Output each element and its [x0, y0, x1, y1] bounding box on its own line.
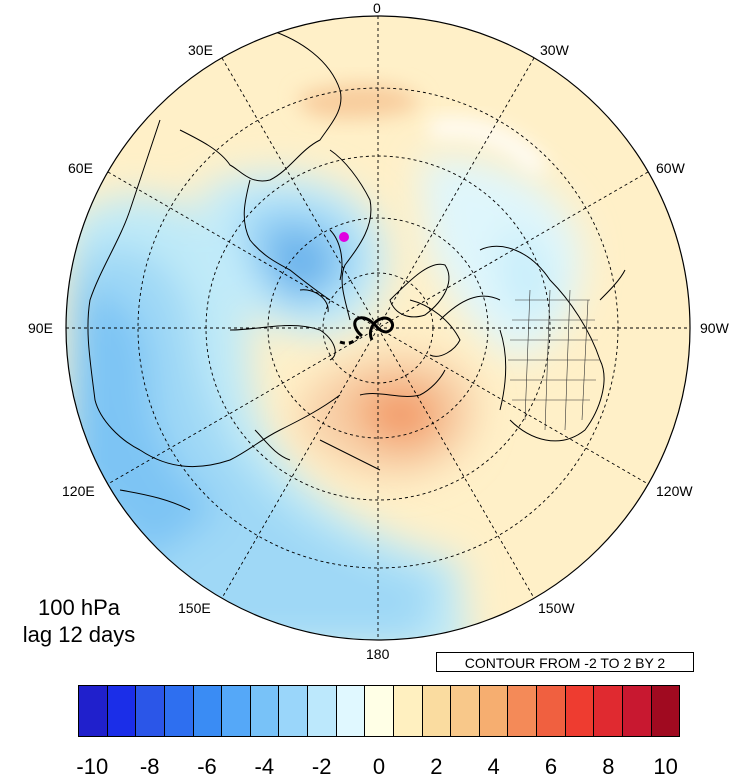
- colorbar-tick-label: 4: [487, 754, 500, 779]
- colorbar-cell: [107, 686, 137, 736]
- lon-label-30w: 30W: [540, 42, 569, 58]
- lon-label-0: 0: [373, 0, 381, 16]
- colorbar: [78, 685, 680, 737]
- colorbar-cell: [537, 686, 566, 736]
- anomaly-field: [66, 16, 690, 640]
- colorbar-cell: [594, 686, 623, 736]
- colorbar-cell: [622, 686, 652, 736]
- zero-contour: [339, 316, 394, 345]
- colorbar-tick-label: 10: [653, 754, 678, 779]
- colorbar-tick-label: -6: [197, 754, 217, 779]
- us-state-borders: [508, 289, 600, 431]
- colorbar-tick-label: -2: [311, 754, 332, 779]
- colorbar-cell: [250, 686, 280, 736]
- magenta-marker: [339, 232, 349, 242]
- colorbar-tick-label: -10: [76, 754, 109, 779]
- colorbar-cell: [651, 686, 680, 736]
- globe-outline: [65, 15, 691, 641]
- colorbar-tick-label: -8: [139, 754, 160, 779]
- polar-map: [65, 15, 691, 641]
- colorbar-cell: [422, 686, 452, 736]
- colorbar-cell: [193, 686, 223, 736]
- colorbar-cell: [451, 686, 480, 736]
- plot-caption: 100 hPa lag 12 days: [4, 594, 154, 648]
- lon-label-60e: 60E: [68, 160, 93, 176]
- colorbar-tick-label: 6: [544, 754, 558, 779]
- contour-info-box: CONTOUR FROM -2 TO 2 BY 2: [436, 652, 694, 672]
- colorbar-cell: [393, 686, 423, 736]
- colorbar-tick-label: 8: [602, 754, 615, 779]
- colorbar-cell: [336, 686, 366, 736]
- colorbar-cell: [565, 686, 595, 736]
- lon-label-150w: 150W: [538, 600, 575, 616]
- level-label: 100 hPa: [38, 595, 120, 620]
- lon-label-120e: 120E: [62, 483, 95, 499]
- colorbar-cell: [136, 686, 165, 736]
- colorbar-cell: [79, 686, 108, 736]
- lag-label: lag 12 days: [22, 622, 136, 647]
- lon-label-150e: 150E: [178, 600, 211, 616]
- lon-label-90e: 90E: [28, 320, 53, 336]
- colorbar-cell: [222, 686, 251, 736]
- colorbar-tick-label: 2: [430, 754, 443, 779]
- colorbar-cell: [164, 686, 194, 736]
- lon-label-180: 180: [366, 646, 390, 662]
- colorbar-tick-label: -4: [254, 754, 275, 779]
- lat-lon-grid: [66, 16, 690, 640]
- colorbar-cell: [279, 686, 308, 736]
- lon-label-90w: 90W: [700, 320, 729, 336]
- lon-label-60w: 60W: [656, 160, 685, 176]
- colorbar-cell: [308, 686, 337, 736]
- lon-label-120w: 120W: [656, 483, 693, 499]
- colorbar-cell: [365, 686, 394, 736]
- colorbar-cell: [479, 686, 509, 736]
- colorbar-cell: [508, 686, 537, 736]
- colorbar-tick-label: 0: [372, 754, 386, 779]
- lon-label-30e: 30E: [188, 42, 213, 58]
